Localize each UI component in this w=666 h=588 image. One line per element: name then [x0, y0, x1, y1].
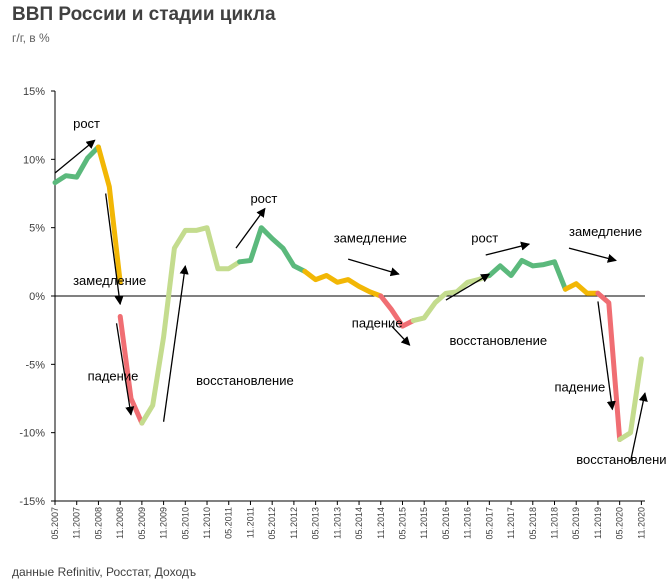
phase-annotation: падение [555, 380, 606, 395]
phase-annotation: замедление [73, 273, 146, 288]
phase-arrow [629, 392, 648, 462]
x-tick-label: 11.2013 [332, 507, 342, 539]
phase-annotation: восстановление [196, 373, 294, 388]
x-tick-label: 05.2012 [267, 507, 277, 540]
series-line [302, 268, 384, 299]
phase-arrow [568, 247, 617, 263]
chart-axes: 15% 10% 5% 0% -5% -10% -15% 05.2007 11.2007 05.20… [19, 86, 646, 540]
x-tick-label: 11.2019 [593, 507, 603, 539]
phase-annotation: рост [73, 116, 100, 131]
phase-arrow [348, 258, 400, 277]
y-tick-label: -15% [19, 496, 45, 508]
phase-annotation: рост [471, 231, 498, 246]
series-line [562, 281, 601, 296]
phase-annotation: замедление [569, 224, 642, 239]
phase-annotation: замедление [334, 231, 407, 246]
chart-subtitle: г/г, в % [12, 31, 50, 45]
phase-annotation: восстановление [450, 333, 548, 348]
y-tick-label: -5% [25, 359, 45, 371]
phase-arrow [162, 265, 189, 422]
series-layer [52, 144, 644, 442]
x-tick-label: 11.2018 [550, 507, 560, 539]
phase-arrow [54, 139, 96, 174]
phase-annotation: падение [88, 369, 139, 384]
x-tick-label: 05.2013 [311, 507, 321, 540]
x-tick-label: 11.2011 [245, 507, 255, 538]
x-tick-label: 05.2009 [137, 507, 147, 540]
x-tick-label: 05.2015 [397, 507, 407, 540]
x-tick-label: 11.2014 [376, 507, 386, 539]
series-line [378, 293, 416, 329]
y-tick-label: 0% [29, 291, 45, 303]
series-line [595, 290, 623, 442]
x-tick-label: 05.2010 [180, 507, 190, 540]
x-tick-label: 05.2011 [224, 507, 234, 539]
y-tick-label: 15% [23, 86, 45, 98]
phase-arrow [445, 273, 491, 301]
series-line [139, 225, 243, 426]
source-note: данные Refinitiv, Росстат, Доходъ [12, 565, 197, 579]
chart-title: ВВП России и стадии цикла [12, 4, 276, 25]
x-tick-label: 11.2010 [202, 507, 212, 539]
series-line [95, 144, 123, 285]
phase-arrow [115, 323, 135, 416]
arrows-layer [54, 139, 648, 462]
phase-arrow [597, 301, 616, 411]
x-tick-label: 05.2014 [354, 507, 364, 540]
phase-arrow [485, 241, 531, 256]
x-tick-label: 05.2008 [93, 507, 103, 540]
phase-annotation: падение [352, 315, 403, 330]
x-tick-label: 05.2007 [50, 507, 60, 540]
phase-arrow [391, 325, 411, 346]
series-line [237, 225, 308, 274]
x-tick-label: 11.2008 [115, 507, 125, 539]
x-tick-label: 11.2012 [289, 507, 299, 539]
x-tick-label: 11.2007 [72, 507, 82, 539]
x-tick-label: 11.2015 [419, 507, 429, 539]
x-tick-label: 05.2016 [441, 507, 451, 540]
y-tick-label: 5% [29, 223, 45, 235]
x-tick-label: 05.2017 [484, 507, 494, 540]
annotations-layer: рост замедление падение восстановление рост з… [73, 116, 666, 467]
x-tick-label: 11.2020 [636, 507, 646, 539]
series-line [52, 144, 101, 186]
series-line [410, 273, 492, 324]
x-tick-label: 05.2018 [528, 507, 538, 540]
x-tick-label: 11.2017 [506, 507, 516, 539]
series-line [117, 314, 145, 426]
x-tick-label: 11.2016 [463, 507, 473, 539]
x-tick-label: 05.2019 [571, 507, 581, 540]
series-line [617, 356, 644, 442]
y-tick-label: 10% [23, 154, 45, 166]
phase-arrow [235, 207, 266, 249]
y-tick-label: -10% [19, 428, 45, 440]
series-line [486, 258, 568, 292]
x-tick-label: 05.2020 [615, 507, 625, 540]
x-tick-label: 11.2009 [159, 507, 169, 539]
phase-arrow [105, 193, 124, 306]
phase-annotation: восстановление [576, 452, 666, 467]
phase-annotation: рост [250, 191, 277, 206]
